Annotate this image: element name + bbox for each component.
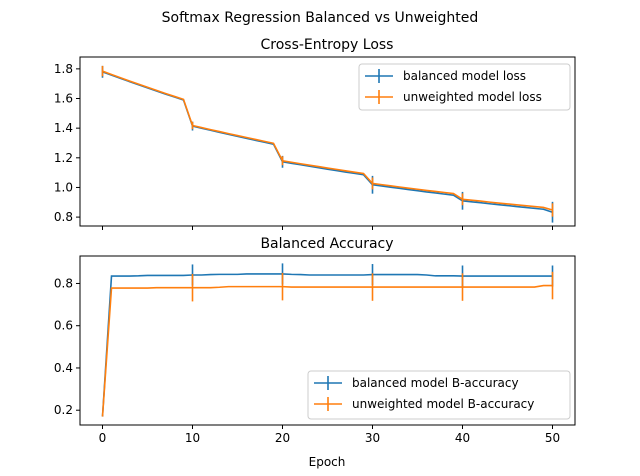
loss-chart-title: Cross-Entropy Loss [261,37,394,53]
loss-y-tick-label: 1.6 [54,92,73,106]
loss-y-tick-label: 0.8 [54,210,73,224]
loss-legend-box [358,63,571,111]
accuracy-y-tick-label: 0.4 [54,361,73,375]
accuracy-y-tick-label: 0.8 [54,276,73,290]
accuracy-x-tick-label: 20 [275,431,290,445]
loss-chart: Cross-Entropy Loss 0.8 1.0 1.2 1.4 1.6 1.8 ba… [54,37,576,230]
accuracy-x-tick-label: 0 [99,431,107,445]
accuracy-x-tick-label: 30 [365,431,380,445]
x-axis-label: Epoch [309,455,346,469]
accuracy-x-tick-label: 40 [455,431,470,445]
loss-ticks: 0.8 1.0 1.2 1.4 1.6 1.8 [54,62,553,230]
accuracy-legend-box [307,370,571,420]
accuracy-y-tick-label: 0.6 [54,319,73,333]
accuracy-y-tick-label: 0.2 [54,403,73,417]
loss-y-tick-label: 1.0 [54,180,73,194]
loss-legend: balanced model loss unweighted model loss [358,63,571,111]
accuracy-chart: Balanced Accuracy 0 10 20 30 40 50 0.2 0.4 0.6 0.… [54,236,576,469]
accuracy-series-line-balanced [101,273,553,417]
accuracy-x-tick-label: 10 [185,431,200,445]
accuracy-chart-title: Balanced Accuracy [260,236,393,252]
accuracy-x-tick-label: 50 [545,431,560,445]
loss-axes-frame [79,56,576,227]
loss-y-tick-label: 1.2 [54,151,73,165]
loss-y-tick-label: 1.8 [54,62,73,76]
accuracy-series-line-unweighted [101,284,553,417]
accuracy-legend-label: balanced model B-accuracy [352,376,519,390]
loss-series-line-unweighted [102,70,553,211]
accuracy-legend-label: unweighted model B-accuracy [352,397,534,411]
accuracy-legend: balanced model B-accuracy unweighted mode… [307,370,571,420]
accuracy-ticks: 0 10 20 30 40 50 0.2 0.4 0.6 0.8 [54,276,560,445]
accuracy-axes-frame [79,255,576,426]
loss-legend-label: balanced model loss [403,69,526,83]
loss-series [101,65,554,223]
accuracy-series [101,263,554,417]
loss-y-tick-label: 1.4 [54,121,73,135]
figure-title: Softmax Regression Balanced vs Unweighte… [162,10,479,26]
loss-legend-label: unweighted model loss [403,90,542,104]
